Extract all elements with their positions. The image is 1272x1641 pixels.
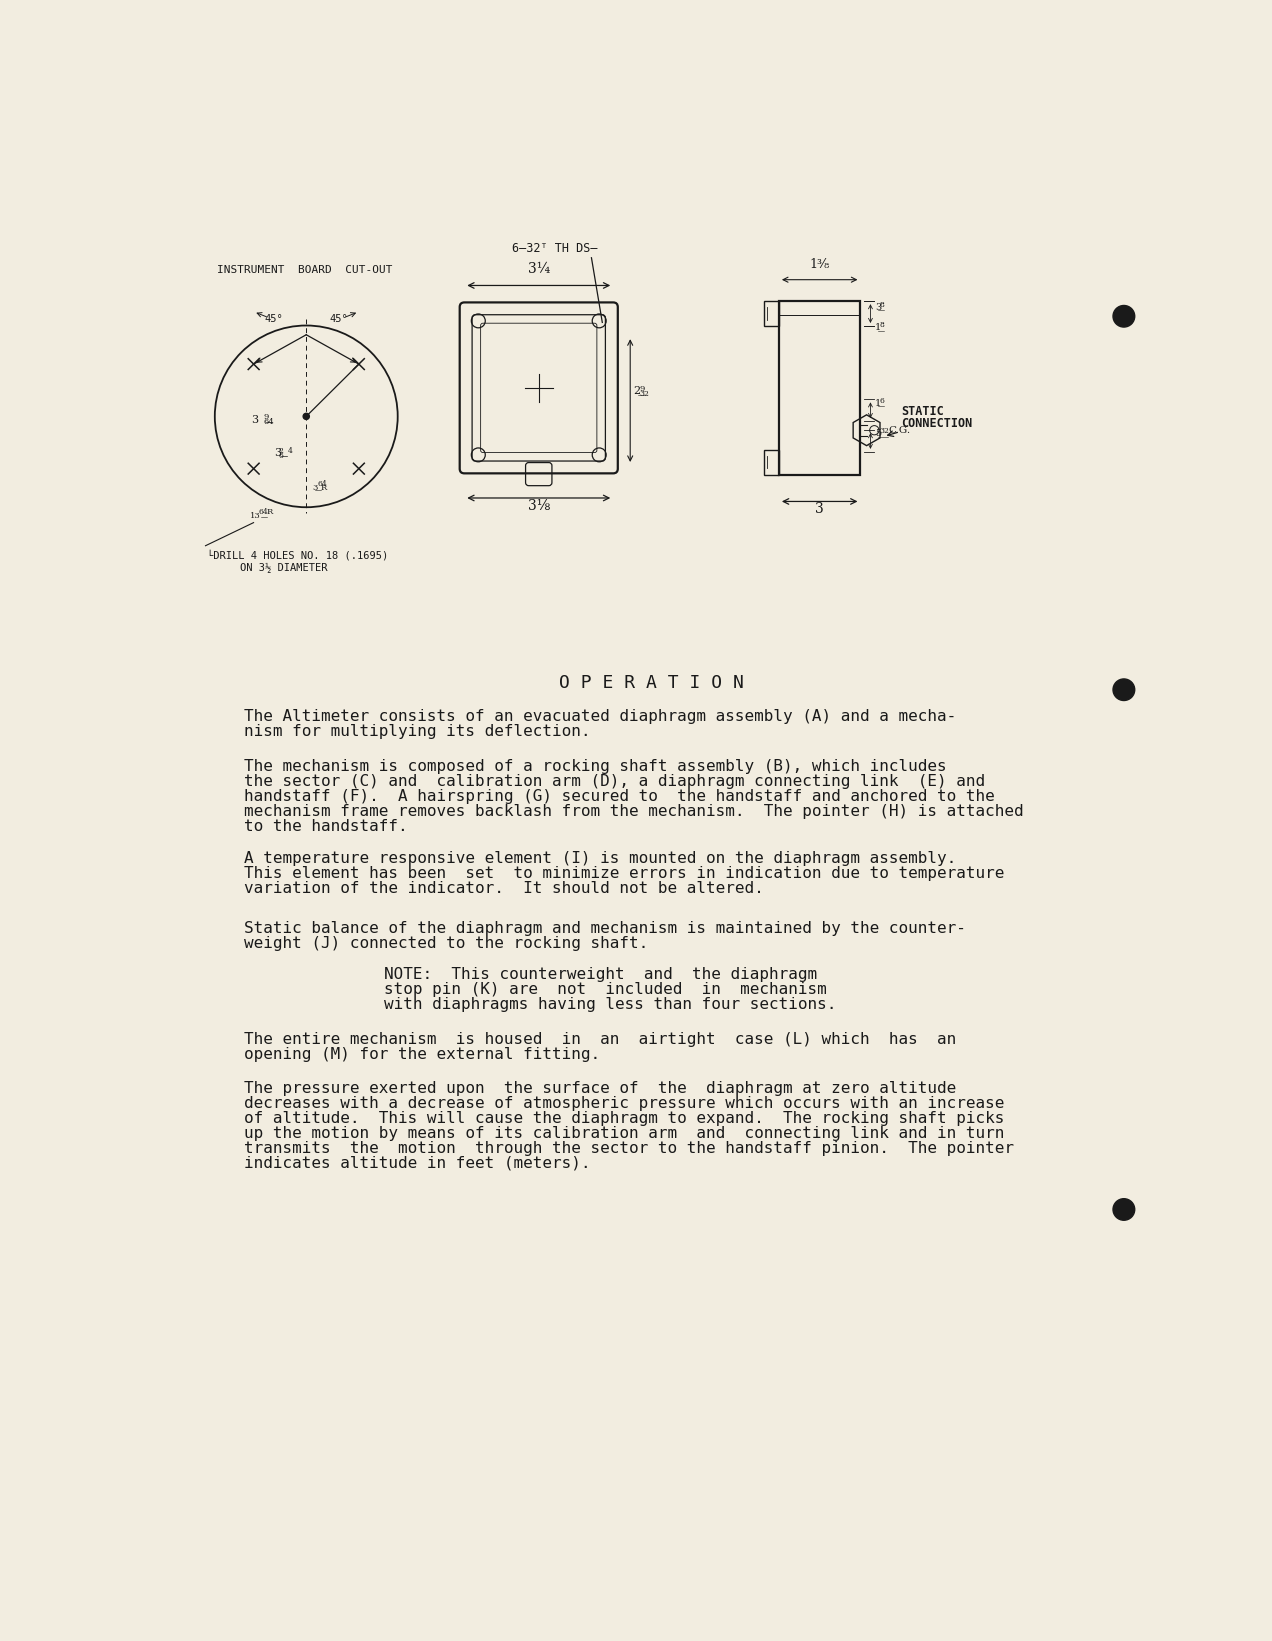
Text: 3: 3 <box>815 502 824 515</box>
Text: 5: 5 <box>875 430 881 438</box>
Text: to the handstaff.: to the handstaff. <box>244 819 408 834</box>
Text: The mechanism is composed of a rocking shaft assembly (B), which includes: The mechanism is composed of a rocking s… <box>244 760 946 775</box>
Text: 3¼: 3¼ <box>528 263 550 276</box>
Text: INSTRUMENT  BOARD  CUT-OUT: INSTRUMENT BOARD CUT-OUT <box>218 264 393 274</box>
Text: O P E R A T I O N: O P E R A T I O N <box>560 674 744 693</box>
Text: stop pin (K) are  not  included  in  mechanism: stop pin (K) are not included in mechani… <box>384 981 827 998</box>
Text: 8: 8 <box>880 320 884 328</box>
Text: 13: 13 <box>251 512 261 520</box>
Text: 45°: 45° <box>329 313 349 323</box>
Text: 3: 3 <box>875 304 881 312</box>
Text: handstaff (F).  A hairspring (G) secured to  the handstaff and anchored to the: handstaff (F). A hairspring (G) secured … <box>244 789 995 804</box>
Text: Static balance of the diaphragm and mechanism is maintained by the counter-: Static balance of the diaphragm and mech… <box>244 921 967 935</box>
Text: R: R <box>321 484 327 492</box>
Text: 6–32ᵀ TH DS—: 6–32ᵀ TH DS— <box>511 241 597 254</box>
Text: 32: 32 <box>640 391 650 399</box>
Text: 3: 3 <box>251 415 258 425</box>
Text: 64: 64 <box>317 481 327 489</box>
Text: 64: 64 <box>263 418 275 427</box>
Text: up the motion by means of its calibration arm  and  connecting link and in turn: up the motion by means of its calibratio… <box>244 1126 1005 1140</box>
Bar <box>778 302 860 474</box>
Text: indicates altitude in feet (meters).: indicates altitude in feet (meters). <box>244 1155 590 1172</box>
Text: opening (M) for the external fitting.: opening (M) for the external fitting. <box>244 1047 600 1062</box>
Text: 3: 3 <box>313 484 318 492</box>
Text: NOTE:  This counterweight  and  the diaphragm: NOTE: This counterweight and the diaphra… <box>384 967 817 981</box>
Text: 6: 6 <box>880 397 884 405</box>
Text: 45°: 45° <box>265 313 284 323</box>
Text: STATIC: STATIC <box>902 405 944 418</box>
Text: └DRILL 4 HOLES NO. 18 (.1695): └DRILL 4 HOLES NO. 18 (.1695) <box>207 550 388 561</box>
Text: with diaphragms having less than four sections.: with diaphragms having less than four se… <box>384 998 836 1012</box>
Text: decreases with a decrease of atmospheric pressure which occurs with an increase: decreases with a decrease of atmospheric… <box>244 1096 1005 1111</box>
Text: C.G.: C.G. <box>888 427 911 435</box>
Circle shape <box>303 414 309 420</box>
Text: CONNECTION: CONNECTION <box>902 417 973 430</box>
Circle shape <box>1113 1198 1135 1221</box>
Text: The pressure exerted upon  the surface of  the  diaphragm at zero altitude: The pressure exerted upon the surface of… <box>244 1081 957 1096</box>
Text: 32: 32 <box>880 427 889 435</box>
Text: weight (J) connected to the rocking shaft.: weight (J) connected to the rocking shaf… <box>244 935 649 950</box>
Text: 4: 4 <box>287 446 293 455</box>
Text: variation of the indicator.  It should not be altered.: variation of the indicator. It should no… <box>244 881 764 896</box>
Text: 1³⁄₈: 1³⁄₈ <box>809 258 829 271</box>
Text: 2: 2 <box>279 446 284 455</box>
Text: ON 3½ DIAMETER: ON 3½ DIAMETER <box>240 563 328 573</box>
Text: This element has been  set  to minimize errors in indication due to temperature: This element has been set to minimize er… <box>244 866 1005 881</box>
Text: 9: 9 <box>640 386 645 392</box>
Circle shape <box>1113 679 1135 701</box>
Text: 6: 6 <box>279 451 284 459</box>
Text: of altitude.  This will cause the diaphragm to expand.  The rocking shaft picks: of altitude. This will cause the diaphra… <box>244 1111 1005 1126</box>
Text: 9: 9 <box>263 412 268 420</box>
Text: nism for multiplying its deflection.: nism for multiplying its deflection. <box>244 724 590 738</box>
Text: A temperature responsive element (I) is mounted on the diaphragm assembly.: A temperature responsive element (I) is … <box>244 852 957 866</box>
Text: transmits  the  motion  through the sector to the handstaff pinion.  The pointer: transmits the motion through the sector … <box>244 1140 1014 1155</box>
Text: the sector (C) and  calibration arm (D), a diaphragm connecting link  (E) and: the sector (C) and calibration arm (D), … <box>244 775 986 789</box>
Text: 2: 2 <box>633 386 640 395</box>
Bar <box>763 302 778 327</box>
Text: 1: 1 <box>875 323 881 331</box>
Text: 3: 3 <box>273 448 281 458</box>
Text: 1: 1 <box>875 399 881 407</box>
Circle shape <box>1113 305 1135 327</box>
Text: mechanism frame removes backlash from the mechanism.  The pointer (H) is attache: mechanism frame removes backlash from th… <box>244 804 1024 819</box>
Bar <box>763 450 778 474</box>
Text: 64: 64 <box>258 509 268 517</box>
Text: The Altimeter consists of an evacuated diaphragm assembly (A) and a mecha-: The Altimeter consists of an evacuated d… <box>244 709 957 724</box>
Text: 3⅛: 3⅛ <box>528 499 550 514</box>
Text: The entire mechanism  is housed  in  an  airtight  case (L) which  has  an: The entire mechanism is housed in an air… <box>244 1032 957 1047</box>
Text: R: R <box>267 509 273 517</box>
Text: 8: 8 <box>880 302 884 310</box>
